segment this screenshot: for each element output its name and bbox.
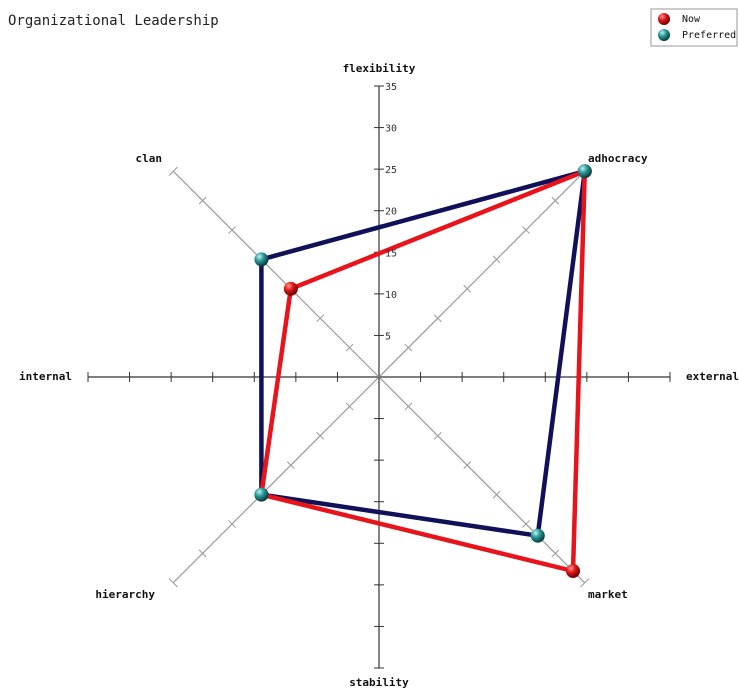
- legend-label-now: Now: [682, 14, 701, 25]
- axis-tick-hierarchy: [286, 461, 295, 470]
- legend-label-preferred: Preferred: [682, 30, 736, 41]
- tick-label: 15: [385, 248, 397, 259]
- series-line-now: [259, 168, 588, 574]
- chart-title: Organizational Leadership: [8, 13, 219, 29]
- legend: Now Preferred: [650, 8, 738, 47]
- data-point-preferred-market: [530, 528, 545, 543]
- axis-tick-adhocracy: [551, 196, 560, 205]
- axis-tick-adhocracy: [492, 255, 501, 264]
- axis-label-flexibility: flexibility: [343, 62, 416, 75]
- axis-tick-market: [404, 402, 413, 411]
- data-point-now-clan: [283, 281, 298, 296]
- axis-tick-adhocracy: [522, 226, 530, 234]
- axis-tick-clan: [228, 226, 236, 234]
- tick-label: 25: [385, 165, 397, 176]
- axis-tick-market: [463, 461, 472, 470]
- axis-tick-hierarchy: [168, 578, 178, 588]
- axis-tick-adhocracy: [433, 314, 442, 323]
- axis-label-adhocracy: adhocracy: [588, 152, 648, 165]
- labels-layer: 5 10 15 20 25 30 35 flexibility adhocracy externa…: [19, 62, 739, 688]
- axis-tick-clan: [316, 314, 325, 323]
- tick-label: 20: [385, 207, 397, 218]
- axis-label-external: external: [686, 370, 739, 383]
- axis-line-market: [378, 376, 586, 584]
- axis-tick-clan: [198, 196, 207, 205]
- tick-label: 30: [385, 124, 397, 135]
- axis-tick-adhocracy: [463, 284, 472, 293]
- axis-label-hierarchy: hierarchy: [95, 588, 155, 601]
- tick-label: 35: [385, 82, 397, 93]
- series-layer: [254, 164, 592, 579]
- legend-marker-now: [658, 13, 670, 25]
- axes-layer: [87, 85, 671, 669]
- data-point-preferred-adhocracy: [577, 164, 592, 179]
- data-point-now-market: [566, 564, 581, 579]
- axis-label-market: market: [588, 588, 628, 601]
- axis-tick-hierarchy: [198, 549, 207, 558]
- axis-tick-market: [580, 578, 590, 588]
- axis-tick-clan: [168, 166, 178, 176]
- axis-label-stability: stability: [349, 676, 409, 688]
- axis-tick-market: [522, 520, 530, 528]
- data-point-preferred-hierarchy: [254, 487, 269, 502]
- axis-label-clan: clan: [136, 152, 163, 165]
- tick-label: 5: [385, 331, 391, 342]
- axis-tick-hierarchy: [228, 520, 236, 528]
- axis-tick-market: [492, 490, 501, 499]
- axis-line-adhocracy: [378, 170, 586, 378]
- axis-label-internal: internal: [19, 370, 72, 383]
- axis-tick-hierarchy: [345, 402, 354, 411]
- legend-marker-preferred: [658, 29, 670, 41]
- axis-tick-market: [433, 431, 442, 440]
- axis-tick-adhocracy: [404, 343, 413, 352]
- axis-line-clan: [172, 170, 380, 378]
- axis-tick-clan: [345, 343, 354, 352]
- axis-tick-hierarchy: [316, 431, 325, 440]
- axis-tick-market: [551, 549, 560, 558]
- axis-line-hierarchy: [172, 376, 380, 584]
- tick-label: 10: [385, 290, 397, 301]
- data-point-preferred-clan: [254, 252, 269, 267]
- series-line-preferred: [259, 168, 588, 538]
